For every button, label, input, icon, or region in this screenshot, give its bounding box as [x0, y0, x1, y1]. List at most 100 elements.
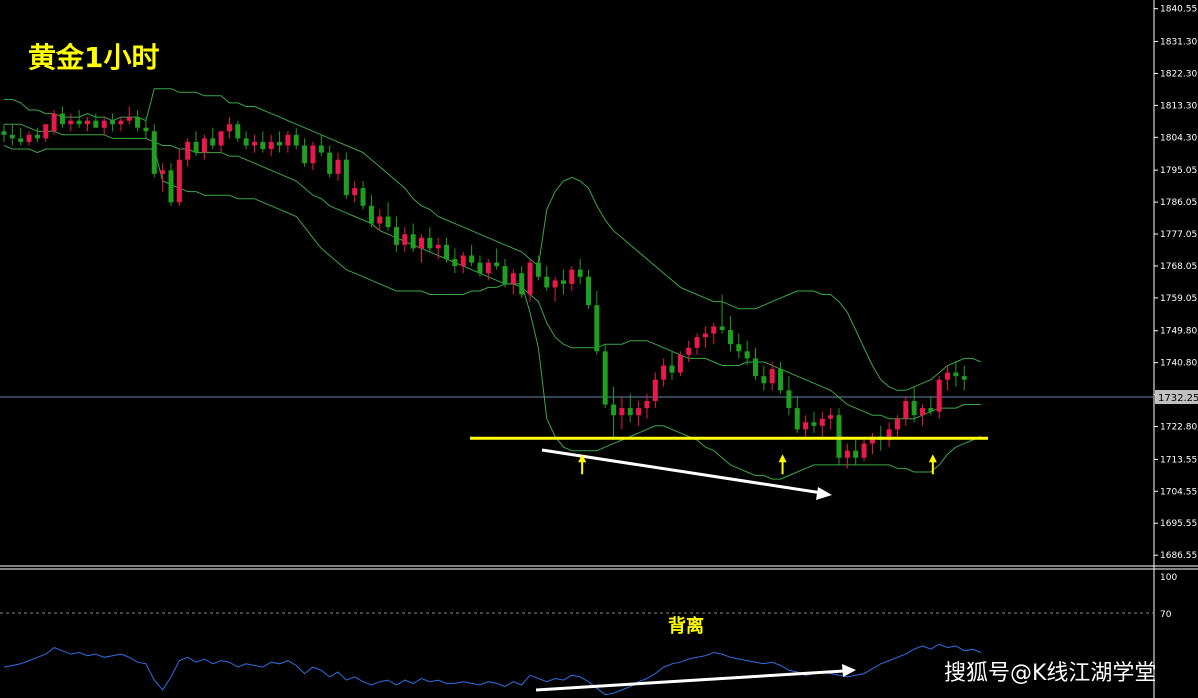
candle-body: [602, 351, 608, 405]
candle: [93, 113, 99, 128]
candle-body: [118, 120, 124, 125]
candle: [569, 266, 575, 291]
candle: [828, 408, 834, 430]
candle: [377, 209, 383, 231]
candle: [193, 131, 199, 157]
candle-body: [226, 124, 232, 132]
candle-body: [719, 326, 725, 331]
divergence-label: 背离: [668, 616, 704, 637]
band-middle: [4, 123, 981, 420]
candle: [485, 259, 491, 281]
price-tick-label: 1795.05: [1160, 166, 1197, 176]
candle-body: [51, 113, 57, 132]
candle-body: [652, 379, 658, 401]
candle-body: [836, 415, 842, 458]
candle: [786, 376, 792, 416]
candle: [510, 269, 516, 295]
chart-title: 黄金1小时: [28, 41, 160, 74]
candle-body: [803, 422, 809, 430]
candle-body: [477, 262, 483, 274]
candle: [886, 422, 892, 448]
candle-body: [252, 141, 257, 146]
candle-body: [385, 216, 391, 228]
candle-body: [126, 117, 132, 121]
candle: [945, 365, 951, 391]
band-upper: [4, 88, 982, 391]
candle-body: [285, 134, 291, 146]
candle: [652, 372, 658, 409]
candle: [953, 361, 959, 387]
candle-body: [101, 120, 107, 128]
candle: [110, 113, 116, 132]
candle: [619, 397, 625, 430]
candle-body: [268, 141, 274, 150]
candle: [844, 443, 850, 469]
candle-body: [76, 120, 82, 125]
candle-body: [435, 244, 441, 249]
candle: [519, 266, 525, 299]
candle-body: [393, 227, 399, 245]
candle-body: [494, 262, 500, 267]
candle-body: [911, 400, 917, 416]
price-tick-label: 1722.80: [1160, 423, 1197, 433]
candle-body: [151, 131, 157, 174]
candle: [168, 163, 174, 206]
candle: [268, 134, 274, 157]
candle: [594, 290, 600, 355]
candle-body: [753, 358, 758, 377]
candle: [811, 411, 817, 433]
candle: [352, 180, 358, 203]
candle: [185, 138, 191, 167]
candle: [853, 440, 859, 465]
candle: [126, 106, 132, 125]
candle-body: [894, 418, 900, 430]
band-lower: [3, 145, 982, 480]
candle-body: [143, 127, 149, 132]
candle: [861, 440, 867, 462]
candle-body: [853, 450, 859, 458]
candle-body: [861, 443, 867, 458]
candle-body: [786, 390, 792, 409]
candle-body: [886, 429, 892, 441]
price-divergence-arrow: [541, 448, 823, 495]
candle-body: [26, 134, 32, 142]
candle: [769, 361, 775, 391]
candle: [627, 393, 633, 423]
candle-body: [59, 113, 65, 125]
candle: [819, 411, 825, 437]
candle-body: [510, 273, 516, 284]
candle-body: [469, 255, 475, 263]
candle: [34, 127, 40, 142]
candle: [285, 131, 291, 153]
candle-body: [260, 141, 266, 150]
price-tick-label: 1813.30: [1160, 101, 1197, 111]
candle-body: [811, 422, 817, 426]
candle-body: [627, 408, 633, 416]
candle: [310, 141, 316, 171]
candle: [118, 117, 124, 132]
candle: [160, 163, 166, 192]
candle: [577, 259, 583, 284]
candle-body: [85, 120, 90, 125]
candle: [9, 124, 15, 146]
candle: [335, 152, 341, 181]
candle: [778, 361, 784, 394]
candle-body: [343, 159, 349, 196]
up-arrow-icon: [578, 454, 587, 475]
candle: [936, 376, 942, 419]
candle: [477, 255, 483, 277]
candle-body: [552, 280, 558, 288]
candle-body: [34, 134, 40, 139]
candle: [911, 386, 917, 423]
candle: [527, 259, 533, 302]
candle: [753, 347, 758, 380]
current-price-label-box: [1155, 390, 1198, 404]
candle: [903, 397, 909, 426]
candle-body: [218, 131, 224, 146]
candle-body: [586, 276, 591, 306]
candle-body: [18, 138, 24, 142]
candle-body: [201, 138, 207, 153]
up-arrow-head: [928, 454, 937, 463]
up-arrow-icon: [928, 454, 937, 475]
candle-body: [744, 351, 750, 359]
